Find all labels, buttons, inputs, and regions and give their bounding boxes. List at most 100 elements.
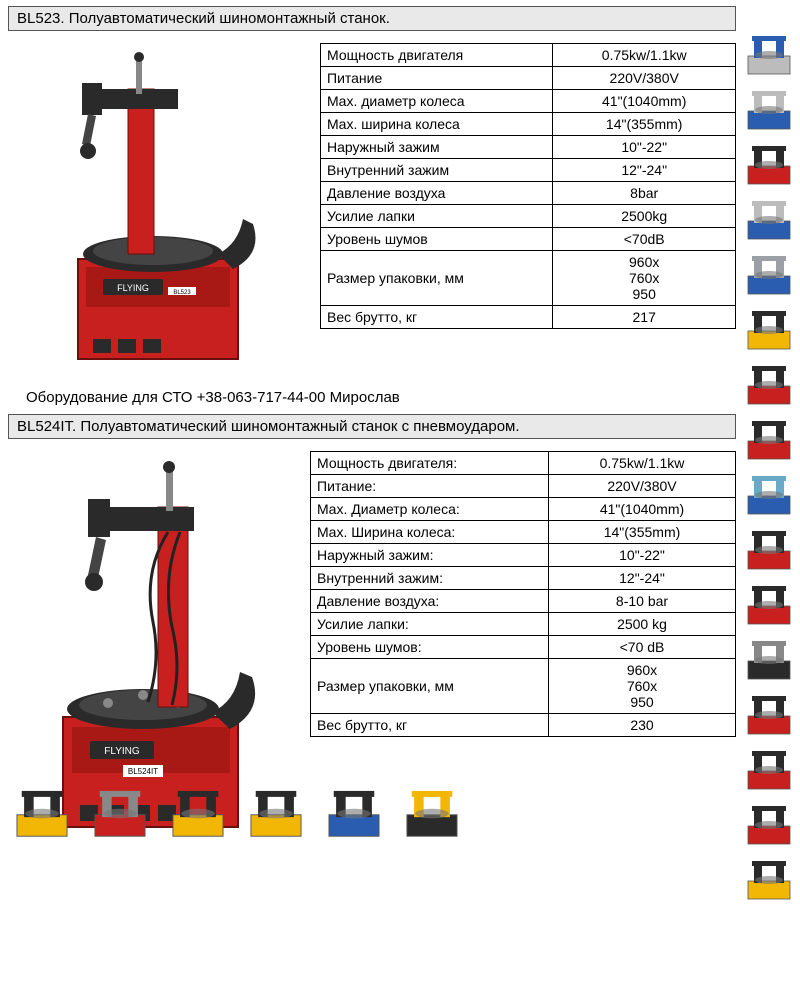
spec-label: Уровень шумов bbox=[321, 228, 553, 251]
svg-text:FLYING: FLYING bbox=[104, 746, 140, 757]
mig-welder-yellow-thumb bbox=[240, 779, 312, 841]
spec-label: Наружный зажим: bbox=[311, 544, 549, 567]
plasma-cutter-yellow-thumb bbox=[162, 779, 234, 841]
frame-straightener-thumb bbox=[742, 26, 796, 78]
spec-value: 14"(355mm) bbox=[553, 113, 736, 136]
spec-value: 230 bbox=[549, 714, 736, 737]
spec-label: Max. Ширина колеса: bbox=[311, 521, 549, 544]
spec-label: Питание bbox=[321, 67, 553, 90]
frame-rack-thumb bbox=[84, 779, 156, 841]
spec-label: Внутренний зажим bbox=[321, 159, 553, 182]
spec-value: 8bar bbox=[553, 182, 736, 205]
scissor-lift-black-thumb bbox=[742, 631, 796, 683]
four-post-lift-red-thumb bbox=[742, 521, 796, 573]
spec-value: 0.75kw/1.1kw bbox=[549, 452, 736, 475]
welder-yellow-thumb bbox=[742, 301, 796, 353]
car-on-scissor-lift-thumb bbox=[742, 81, 796, 133]
inverter-welder-thumb bbox=[396, 779, 468, 841]
spec-label: Max. Диаметр колеса: bbox=[311, 498, 549, 521]
spec-value: 41"(1040mm) bbox=[549, 498, 736, 521]
bottom-thumbnail-row bbox=[6, 779, 468, 841]
wheel-balancer-slim-thumb bbox=[742, 411, 796, 463]
press-machine-thumb bbox=[742, 686, 796, 738]
spec-label: Max. ширина колеса bbox=[321, 113, 553, 136]
spec-value: 2500 kg bbox=[549, 613, 736, 636]
spec-row: Max. Диаметр колеса:41"(1040mm) bbox=[311, 498, 736, 521]
spec-row: Внутренний зажим12"-24" bbox=[321, 159, 736, 182]
spec-row: Наружный зажим10"-22" bbox=[321, 136, 736, 159]
product1-block: FLYING BL523 bbox=[8, 39, 736, 379]
spec-row: Усилие лапки:2500 kg bbox=[311, 613, 736, 636]
spec-row: Уровень шумов<70dB bbox=[321, 228, 736, 251]
spec-value: 8-10 bar bbox=[549, 590, 736, 613]
spec-label: Давление воздуха bbox=[321, 182, 553, 205]
spec-label: Max. диаметр колеса bbox=[321, 90, 553, 113]
spec-row: Вес брутто, кг230 bbox=[311, 714, 736, 737]
product2-spec-table: Мощность двигателя:0.75kw/1.1kwПитание:2… bbox=[310, 451, 736, 737]
product1-image: FLYING BL523 bbox=[8, 39, 308, 379]
spec-row: Усилие лапки2500kg bbox=[321, 205, 736, 228]
spec-value: 960x 760x 950 bbox=[549, 659, 736, 714]
spec-value: 220V/380V bbox=[549, 475, 736, 498]
scissor-lift-red-thumb bbox=[742, 576, 796, 628]
spec-label: Вес брутто, кг bbox=[321, 306, 553, 329]
tire-changer-red-thumb bbox=[742, 741, 796, 793]
spec-label: Мощность двигателя bbox=[321, 44, 553, 67]
svg-text:BL524IT: BL524IT bbox=[128, 767, 158, 776]
spec-value: 10"-22" bbox=[549, 544, 736, 567]
spec-value: 2500kg bbox=[553, 205, 736, 228]
spec-value: 41"(1040mm) bbox=[553, 90, 736, 113]
contact-line: Оборудование для СТО +38-063-717-44-00 М… bbox=[8, 379, 736, 414]
brand-label: FLYING bbox=[117, 283, 149, 293]
spec-row: Max. Ширина колеса:14"(355mm) bbox=[311, 521, 736, 544]
spec-value: 220V/380V bbox=[553, 67, 736, 90]
spec-label: Внутренний зажим: bbox=[311, 567, 549, 590]
side-thumbnail-column bbox=[742, 26, 796, 903]
spec-row: Размер упаковки, мм960x 760x 950 bbox=[311, 659, 736, 714]
spec-value: 14"(355mm) bbox=[549, 521, 736, 544]
battery-charger-thumb bbox=[742, 851, 796, 903]
spec-row: Питание:220V/380V bbox=[311, 475, 736, 498]
spec-row: Уровень шумов:<70 dB bbox=[311, 636, 736, 659]
spec-value: 0.75kw/1.1kw bbox=[553, 44, 736, 67]
spec-label: Уровень шумов: bbox=[311, 636, 549, 659]
spec-value: 960x 760x 950 bbox=[553, 251, 736, 306]
spec-label: Вес брутто, кг bbox=[311, 714, 549, 737]
tire-changer-icon: FLYING BL523 bbox=[8, 39, 308, 379]
two-post-lift-car-thumb bbox=[742, 246, 796, 298]
product1-spec-table: Мощность двигателя0.75kw/1.1kwПитание220… bbox=[320, 43, 736, 329]
spec-label: Наружный зажим bbox=[321, 136, 553, 159]
spec-value: 10"-22" bbox=[553, 136, 736, 159]
ac-machine-thumb bbox=[318, 779, 390, 841]
spec-label: Давление воздуха: bbox=[311, 590, 549, 613]
spec-row: Размер упаковки, мм960x 760x 950 bbox=[321, 251, 736, 306]
tire-changer-alt-thumb bbox=[742, 796, 796, 848]
spec-value: 12"-24" bbox=[553, 159, 736, 182]
spec-label: Усилие лапки bbox=[321, 205, 553, 228]
spec-label: Усилие лапки: bbox=[311, 613, 549, 636]
product2-title: BL524IT. Полуавтоматический шиномонтажны… bbox=[8, 414, 736, 439]
spec-row: Max. диаметр колеса41"(1040mm) bbox=[321, 90, 736, 113]
spec-row: Мощность двигателя:0.75kw/1.1kw bbox=[311, 452, 736, 475]
spec-label: Размер упаковки, мм bbox=[311, 659, 549, 714]
spec-label: Питание: bbox=[311, 475, 549, 498]
spec-value: 217 bbox=[553, 306, 736, 329]
spec-row: Внутренний зажим:12"-24" bbox=[311, 567, 736, 590]
two-post-lift-blue-thumb bbox=[742, 191, 796, 243]
spec-value: <70 dB bbox=[549, 636, 736, 659]
four-post-lift-thumb bbox=[742, 136, 796, 188]
spec-row: Питание220V/380V bbox=[321, 67, 736, 90]
spec-row: Вес брутто, кг217 bbox=[321, 306, 736, 329]
spec-label: Мощность двигателя: bbox=[311, 452, 549, 475]
two-post-lift-minivan-thumb bbox=[742, 466, 796, 518]
svg-text:BL523: BL523 bbox=[173, 290, 191, 296]
spec-value: 12"-24" bbox=[549, 567, 736, 590]
wheel-balancer-red-thumb bbox=[742, 356, 796, 408]
spec-value: <70dB bbox=[553, 228, 736, 251]
spec-row: Давление воздуха:8-10 bar bbox=[311, 590, 736, 613]
spec-row: Наружный зажим:10"-22" bbox=[311, 544, 736, 567]
spec-row: Max. ширина колеса14"(355mm) bbox=[321, 113, 736, 136]
spec-row: Давление воздуха8bar bbox=[321, 182, 736, 205]
spec-row: Мощность двигателя0.75kw/1.1kw bbox=[321, 44, 736, 67]
spec-label: Размер упаковки, мм bbox=[321, 251, 553, 306]
